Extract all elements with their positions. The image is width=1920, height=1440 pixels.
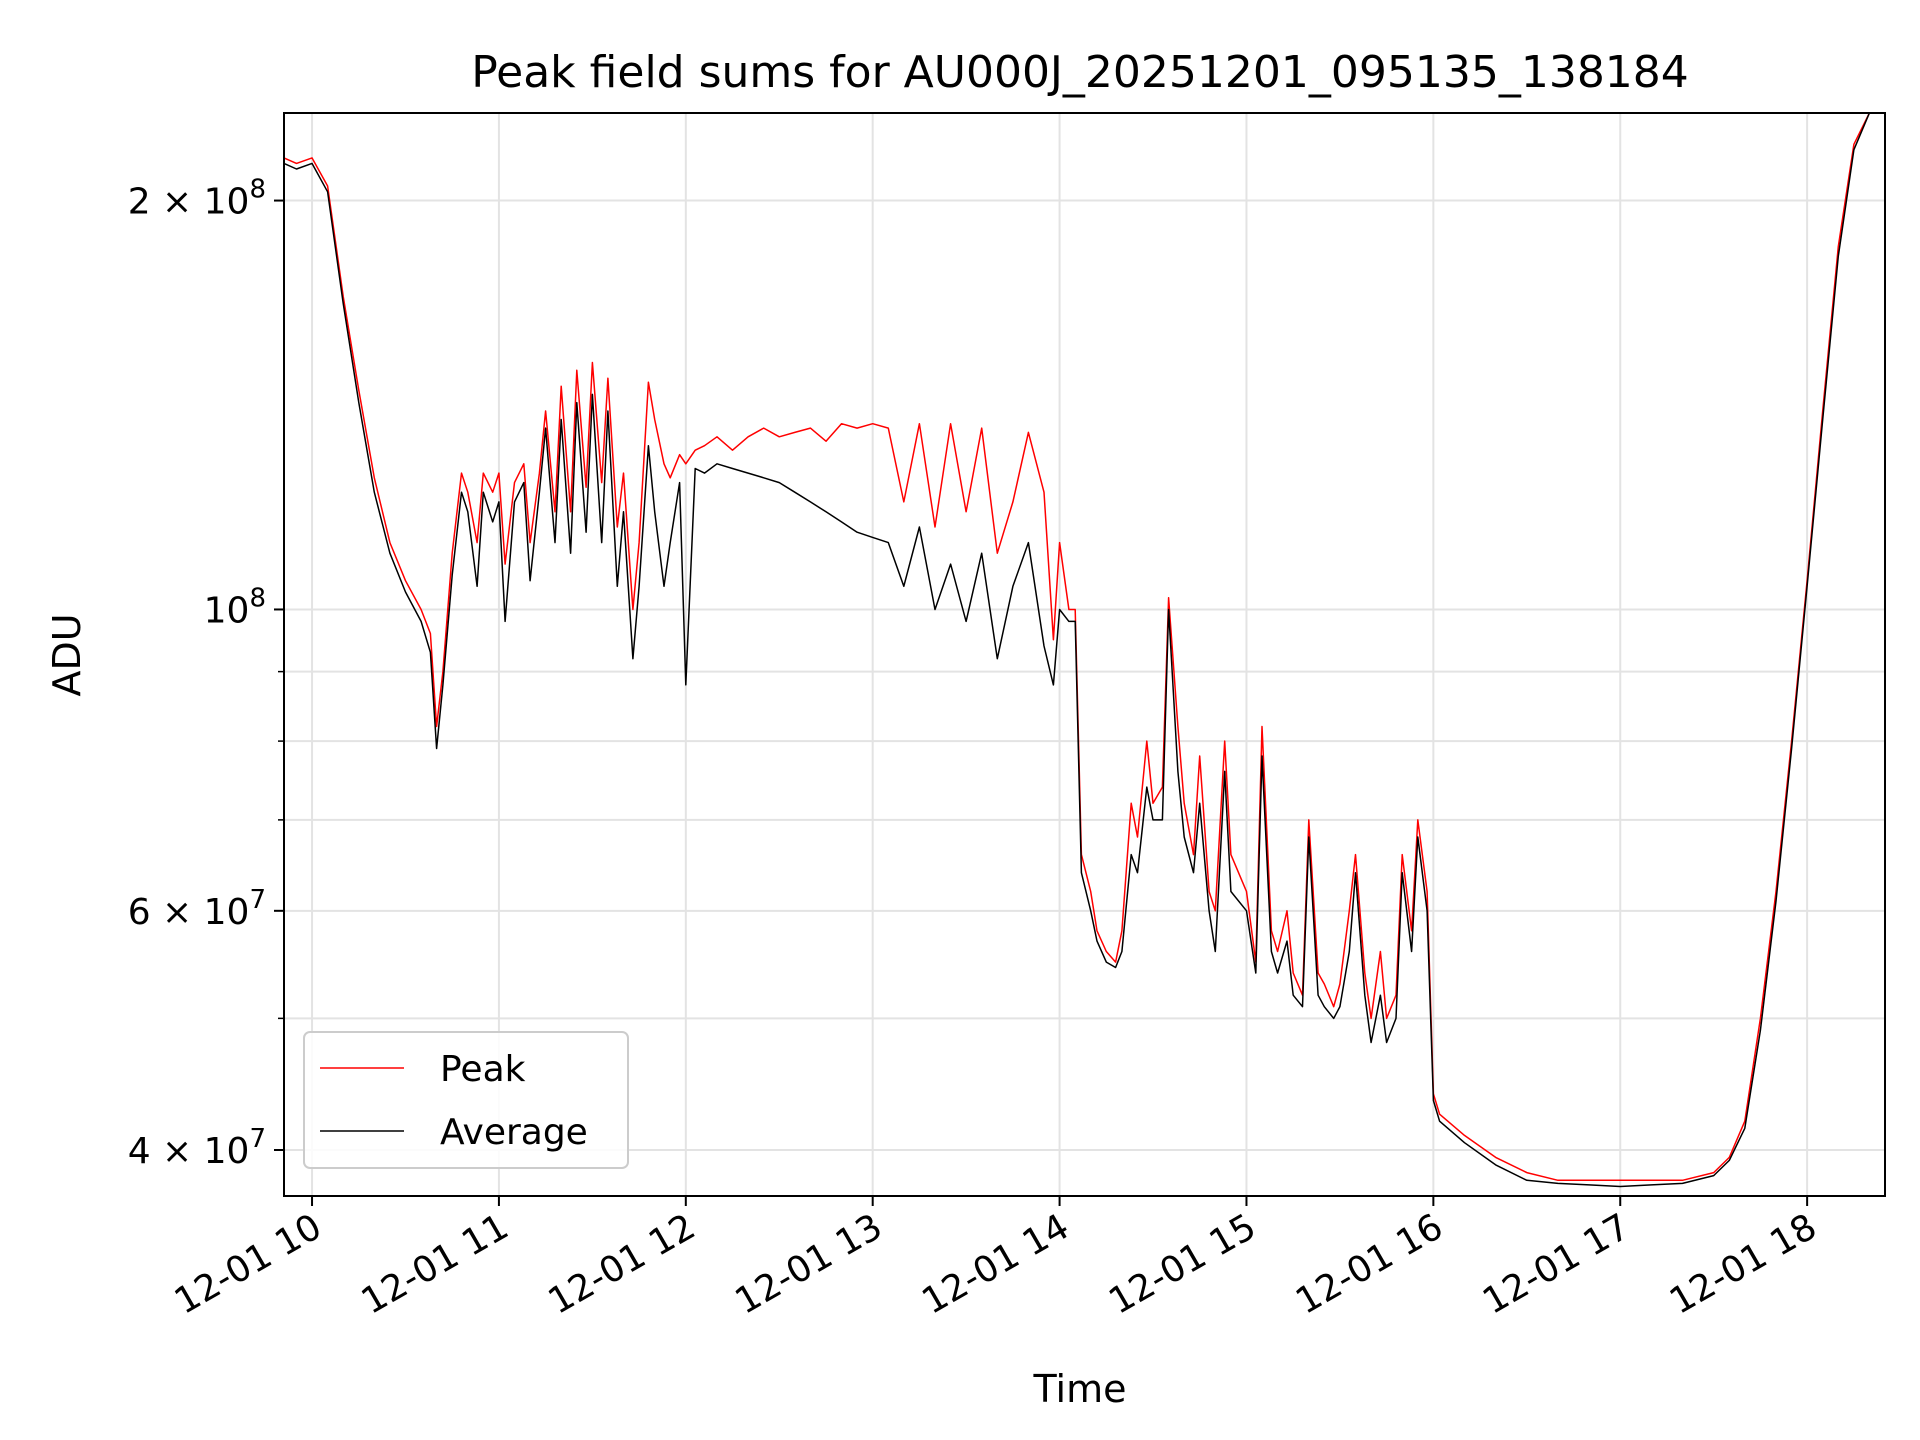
x-tick-label: 12-01 13: [729, 1206, 890, 1322]
x-tick-label: 12-01 15: [1102, 1206, 1263, 1322]
x-tick-label: 12-01 11: [355, 1206, 516, 1322]
y-tick-label: 6 × 107: [128, 885, 266, 933]
x-tick-label: 12-01 16: [1289, 1206, 1450, 1322]
plot-frame: [283, 112, 1886, 1197]
legend: Peak Average: [303, 1031, 629, 1169]
series-line-peak: [284, 113, 1885, 1182]
chart-title: Peak field sums for AU000J_20251201_0951…: [471, 47, 1689, 98]
series-layer: [284, 113, 1885, 1188]
grid-lines: [284, 113, 1885, 1196]
y-tick-label: 2 × 108: [128, 175, 266, 223]
y-tick-label: 108: [204, 583, 266, 631]
y-tick-label: 4 × 107: [128, 1124, 266, 1172]
legend-label-peak: Peak: [440, 1049, 526, 1090]
y-axis-label: ADU: [45, 613, 89, 696]
x-tick-label: 12-01 17: [1476, 1206, 1637, 1322]
x-tick-label: 12-01 10: [168, 1206, 329, 1322]
legend-box: [303, 1031, 629, 1169]
legend-label-average: Average: [440, 1112, 588, 1153]
x-tick-label: 12-01 18: [1663, 1206, 1824, 1322]
series-line-average: [284, 113, 1885, 1188]
x-axis-label: Time: [1033, 1367, 1127, 1411]
x-tick-label: 12-01 12: [542, 1206, 703, 1322]
x-tick-label: 12-01 14: [915, 1206, 1076, 1322]
